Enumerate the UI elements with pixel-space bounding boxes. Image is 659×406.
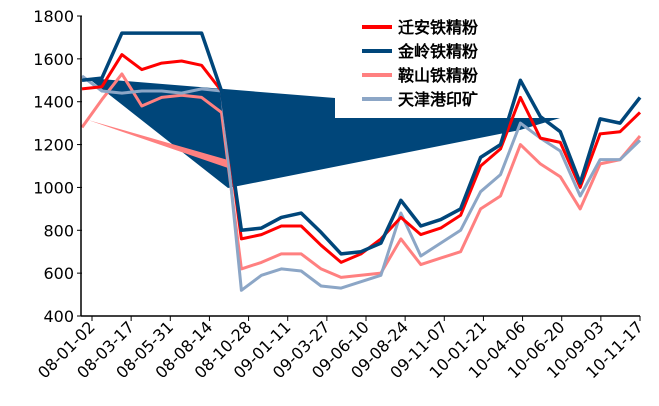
y-tick-label: 600 [43, 264, 74, 283]
y-tick-label: 1200 [33, 136, 74, 155]
legend-wedge-shape [88, 78, 560, 188]
y-tick-label: 1000 [33, 178, 74, 197]
y-tick-label: 800 [43, 221, 74, 240]
series-line-2 [80, 72, 642, 279]
y-tick-label: 1800 [33, 7, 74, 26]
y-tick-labels: 400 600 800 1000 1200 1400 1600 1800 [33, 7, 82, 326]
legend-label-1: 金岭铁精粉 [397, 42, 478, 61]
series-lines [80, 31, 642, 292]
legend-wedge-shape-light [88, 120, 228, 168]
axes [80, 16, 640, 317]
y-tick-label: 400 [43, 307, 74, 326]
y-tick-label: 1400 [33, 93, 74, 112]
y-tick-label: 1600 [33, 50, 74, 69]
series-line-0 [81, 53, 642, 264]
series-line-3 [81, 74, 642, 292]
legend-label-3: 天津港印矿 [398, 90, 478, 109]
series-line-1 [81, 31, 642, 256]
legend-label-0: 迁安铁精粉 [398, 18, 478, 37]
legend-label-2: 鞍山铁精粉 [398, 66, 478, 85]
